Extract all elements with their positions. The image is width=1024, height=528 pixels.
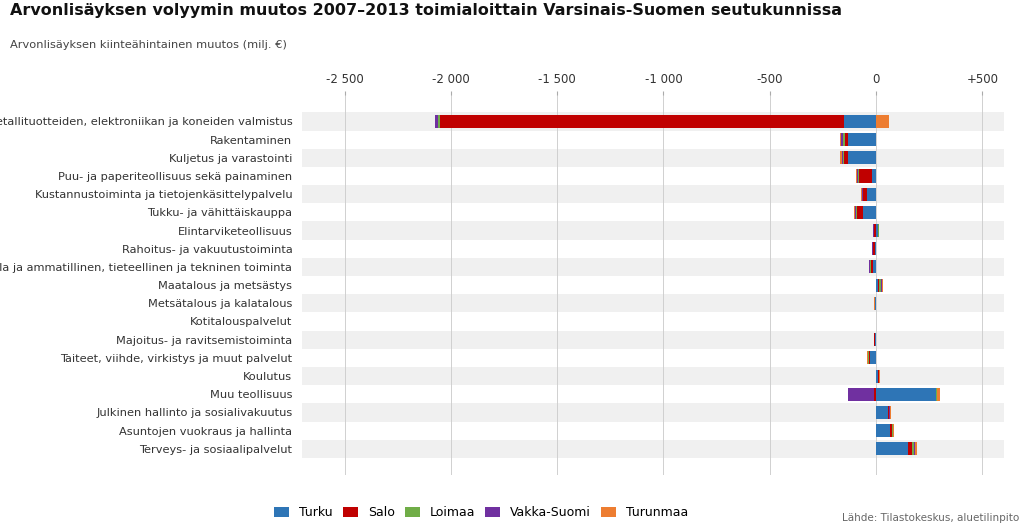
Bar (854, 206, 855, 219)
Bar (873, 224, 876, 237)
Bar (845, 133, 848, 146)
Bar (876, 424, 890, 437)
Text: Arvonlisäyksen kiinteähintainen muutos (milj. €): Arvonlisäyksen kiinteähintainen muutos (… (10, 40, 287, 50)
Bar (844, 151, 848, 164)
Bar (881, 279, 882, 291)
Bar (890, 406, 891, 419)
Bar (857, 169, 858, 183)
Bar (844, 115, 876, 128)
Bar (888, 406, 889, 419)
Bar (855, 206, 856, 219)
Bar (869, 351, 876, 364)
Bar (876, 370, 879, 383)
Bar (848, 133, 876, 146)
Bar (437, 115, 440, 128)
Bar (868, 351, 869, 364)
Bar (848, 388, 873, 401)
Bar (908, 442, 912, 455)
Bar (873, 388, 876, 401)
Bar (879, 224, 880, 237)
Bar (844, 133, 845, 146)
Bar (913, 442, 914, 455)
Legend: Turku, Salo, Loimaa, Vakka-Suomi, Turunmaa: Turku, Salo, Loimaa, Vakka-Suomi, Turunm… (274, 506, 688, 519)
Bar (879, 279, 880, 291)
Bar (863, 206, 876, 219)
Text: Lähde: Tilastokeskus, aluetilinpito: Lähde: Tilastokeskus, aluetilinpito (842, 513, 1019, 523)
Bar (848, 151, 876, 164)
Bar (302, 258, 1004, 276)
Bar (871, 169, 876, 183)
Bar (440, 115, 844, 128)
Bar (880, 279, 881, 291)
Bar (912, 442, 913, 455)
Bar (874, 242, 876, 256)
Bar (874, 333, 876, 346)
Bar (840, 133, 842, 146)
Bar (863, 187, 867, 201)
Bar (893, 424, 894, 437)
Bar (842, 133, 844, 146)
Bar (936, 388, 937, 401)
Bar (302, 149, 1004, 167)
Bar (302, 440, 1004, 458)
Bar (302, 112, 1004, 130)
Bar (302, 367, 1004, 385)
Bar (859, 169, 871, 183)
Bar (873, 242, 874, 256)
Bar (872, 260, 876, 274)
Bar (842, 151, 843, 164)
Bar (841, 151, 842, 164)
Text: Arvonlisäyksen volyymin muutos 2007–2013 toimialoittain Varsinais-Suomen seutuku: Arvonlisäyksen volyymin muutos 2007–2013… (10, 3, 842, 17)
Bar (843, 151, 844, 164)
Bar (434, 115, 437, 128)
Bar (302, 294, 1004, 313)
Bar (876, 388, 936, 401)
Bar (876, 442, 908, 455)
Bar (876, 115, 889, 128)
Bar (876, 224, 879, 237)
Bar (857, 206, 863, 219)
Bar (890, 424, 892, 437)
Bar (876, 279, 879, 291)
Bar (937, 388, 940, 401)
Bar (870, 260, 872, 274)
Bar (914, 442, 918, 455)
Bar (856, 206, 857, 219)
Bar (302, 185, 1004, 203)
Bar (302, 331, 1004, 349)
Bar (302, 403, 1004, 421)
Bar (302, 221, 1004, 240)
Bar (876, 406, 888, 419)
Bar (867, 187, 876, 201)
